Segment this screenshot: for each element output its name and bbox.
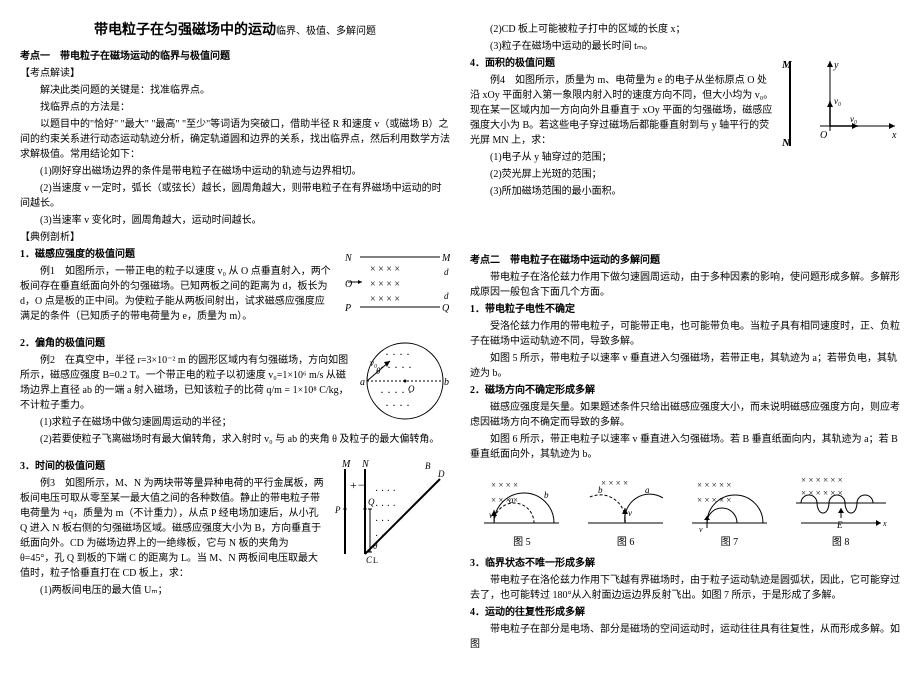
fig7-svg: × × × × × × × × × × v (687, 468, 772, 533)
svg-text:· · · ·: · · · · (375, 501, 396, 512)
svg-text:v₀: v₀ (834, 96, 841, 106)
svg-text:x: x (882, 519, 887, 528)
text: 如图 6 所示，带正电粒子以速率 v 垂直进入匀强磁场。若 B 垂直纸面向内，其… (470, 432, 900, 462)
fig5-svg: a b × × × × × × × × v (479, 468, 564, 533)
svg-text:M: M (441, 253, 450, 264)
title-sub: 临界、极值、多解问题 (276, 26, 376, 37)
svg-text:O: O (345, 279, 352, 290)
fig8-svg: × × × × × × × × × × × × E x (791, 468, 891, 533)
svg-text:Q: Q (368, 497, 375, 507)
svg-text:· · · · ·: · · · · · (380, 385, 412, 399)
svg-text:· · · ·: · · · · (375, 486, 396, 497)
svg-text:+: + (350, 478, 357, 492)
svg-text:x: x (891, 130, 897, 141)
svg-text:v: v (628, 508, 632, 518)
svg-text:b: b (544, 490, 549, 500)
svg-text:B: B (425, 461, 431, 471)
svg-text:× × × × ×: × × × × × (697, 480, 731, 490)
text: (2)当速度 v 一定时，弧长（或弦长）越长，圆周角越大，则带电粒子在有界磁场中… (20, 181, 450, 211)
text: 带电粒子在部分是电场、部分是磁场的空间运动时，运动往往具有往复性，从而形成多解。… (470, 622, 900, 652)
fig7-cap: 图 7 (687, 535, 772, 550)
text: 以题目中的"恰好" "最大" "最高" "至少"等词语为突破口，借助半径 R 和… (20, 117, 450, 162)
svg-text:P: P (334, 505, 341, 515)
text: (1)刚好穿出磁场边界的条件是带电粒子在磁场中运动的轨迹与边界相切。 (20, 164, 450, 179)
fig6-cap: 图 6 (583, 535, 668, 550)
svg-text:N: N (781, 137, 791, 149)
svg-text:d: d (444, 267, 449, 277)
ex2-q2: (2)若要使粒子飞离磁场时有最大偏转角，求入射时 v₀ 与 ab 的夹角 θ 及… (20, 432, 450, 447)
figure-ex3: M N P Q +− C D B θ · · · · · · · · · · ·… (330, 459, 450, 569)
text: 找临界点的方法是： (20, 100, 450, 115)
kp2-h2: 2．磁场方向不确定形成多解 (470, 383, 900, 398)
kp2-title: 考点二 带电粒子在磁场中运动的多解问题 (470, 253, 900, 268)
fig5-cap: 图 5 (479, 535, 564, 550)
svg-text:θ: θ (373, 541, 378, 551)
eg-label: 【典例剖析】 (20, 230, 450, 245)
text: 带电粒子在洛伦兹力作用下做匀速圆周运动，由于多种因素的影响，使问题形成多解。多解… (470, 270, 900, 300)
svg-text:Q: Q (442, 303, 450, 314)
svg-text:d: d (444, 291, 449, 301)
svg-text:L: L (373, 556, 378, 565)
fig8-cap: 图 8 (791, 535, 891, 550)
svg-text:· ·: · · (375, 531, 384, 542)
svg-text:× × × × × ×: × × × × × × (801, 488, 843, 498)
kp1-hint: 【考点解读】 (20, 66, 450, 81)
ex4-q3: (3)所加磁场范围的最小面积。 (470, 184, 900, 199)
svg-text:E: E (836, 520, 843, 530)
svg-text:b: b (444, 377, 449, 388)
text: 解决此类问题的关键是：找准临界点。 (20, 83, 450, 98)
svg-text:O: O (820, 130, 827, 141)
text: 磁感应强度是矢量。如果题述条件只给出磁感应强度大小，而未说明磁感应强度方向，则应… (470, 400, 900, 430)
title-main: 带电粒子在匀强磁场中的运动 (94, 23, 276, 38)
svg-text:v₀: v₀ (850, 114, 857, 124)
kp2-h3: 3．临界状态不唯一形成多解 (470, 556, 900, 571)
figure-ex1: N O P M Q d d × × × × × × × × × × × × (340, 247, 450, 317)
svg-text:M: M (341, 459, 351, 470)
text: 受洛伦兹力作用的带电粒子，可能带正电，也可能带负电。当粒子具有相同速度时，正、负… (470, 319, 900, 349)
svg-text:N: N (361, 459, 370, 470)
ex4-q2: (2)荧光屏上光斑的范围； (470, 167, 900, 182)
svg-text:a: a (360, 377, 365, 388)
svg-text:P: P (344, 303, 351, 314)
svg-text:v: v (699, 525, 703, 533)
kp1-title: 考点一 带电粒子在磁场运动的临界与极值问题 (20, 49, 450, 64)
svg-text:C: C (366, 555, 373, 565)
svg-text:× × × × × ×: × × × × × × (801, 475, 843, 485)
kp2-h1: 1．带电粒子电性不确定 (470, 302, 900, 317)
svg-text:× × × ×: × × × × (601, 478, 628, 488)
svg-text:y: y (833, 60, 839, 71)
svg-text:× × × ×: × × × × (370, 294, 400, 305)
text: 带电粒子在洛伦兹力作用下飞越有界磁场时，由于粒子运动轨迹是圆弧状，因此，它可能穿… (470, 573, 900, 603)
svg-text:N: N (344, 253, 353, 264)
text: 如图 5 所示，带电粒子以速率 v 垂直进入匀强磁场，若带正电，其轨迹为 a；若… (470, 351, 900, 381)
r-q2: (2)CD 板上可能被粒子打中的区域的长度 x； (470, 22, 900, 37)
kp2-h4: 4．运动的往复性形成多解 (470, 605, 900, 620)
svg-text:× × × ×: × × × × (370, 279, 400, 290)
svg-text:× × × ×: × × × × (370, 264, 400, 275)
svg-text:· · · ·: · · · · (385, 398, 410, 412)
svg-text:M: M (781, 59, 793, 71)
svg-text:× × × ×: × × × × (491, 495, 518, 505)
svg-text:× × × ×: × × × × (491, 480, 518, 490)
svg-text:D: D (437, 469, 445, 479)
figure-ex2: a b O θ v₀ · · · · · · · · · · · · · · ·… (360, 336, 450, 426)
figure-row: a b × × × × × × × × v 图 5 a b × × × × v … (470, 468, 900, 550)
ex4-q1: (1)电子从 y 轴穿过的范围； (470, 150, 900, 165)
r-q3: (3)粒子在磁场中运动的最长时间 tₘ。 (470, 39, 900, 54)
svg-text:−: − (358, 478, 365, 492)
svg-text:v₀: v₀ (370, 358, 377, 368)
text: (3)当速率 v 变化时，圆周角越大，运动时间越长。 (20, 213, 450, 228)
svg-text:· · · · ·: · · · · · (380, 360, 412, 374)
fig6-svg: a b × × × × v (583, 468, 668, 533)
svg-text:· · · ·: · · · · (385, 347, 410, 361)
svg-text:· · ·: · · · (375, 516, 390, 527)
svg-text:× × × × ×: × × × × × (697, 495, 731, 505)
figure-ex4: M N y x O v₀ v₀ (780, 56, 900, 151)
svg-text:a: a (645, 485, 650, 495)
ex3-q1: (1)两板间电压的最大值 Uₘ； (20, 583, 450, 598)
